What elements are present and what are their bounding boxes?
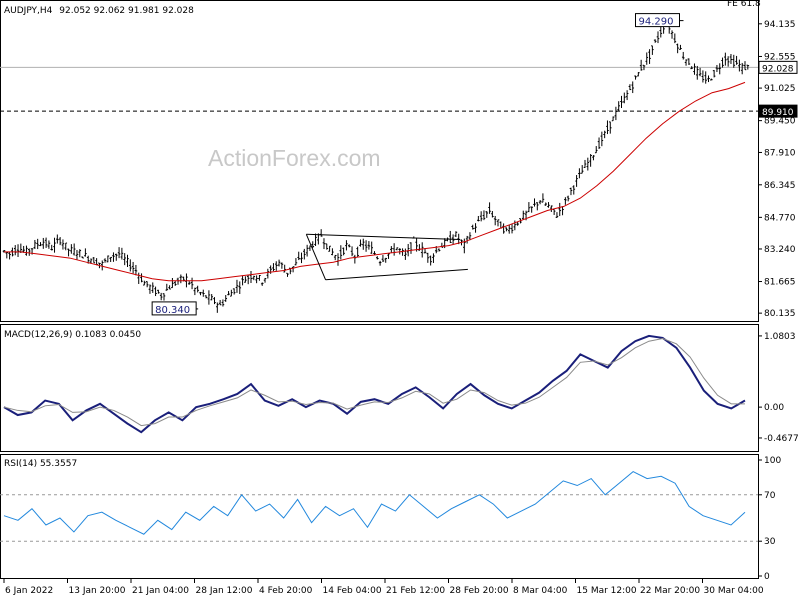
time-axis: 6 Jan 2022 13 Jan 20:00 21 Jan 04:00 28 Jan… <box>3 579 764 596</box>
macd-tick-label: 0.00 <box>764 403 784 413</box>
triangle-upper-line <box>306 233 460 240</box>
ma-line <box>4 81 746 282</box>
macd-label: MACD(12,26,9) 0.1083 0.0450 <box>4 330 141 340</box>
price-tick-label: 80.135 <box>764 309 796 319</box>
price-panel-label: AUDJPY,H4 92.052 92.062 91.981 92.028 <box>4 6 194 16</box>
watermark: ActionForex.com <box>208 145 381 171</box>
time-tick-label: 28 Jan 12:00 <box>196 586 253 596</box>
high-annotation: 94.290 <box>638 17 673 28</box>
triangle-lower-line <box>325 268 468 281</box>
rsi-tick-label: 30 <box>764 537 776 547</box>
rsi-lines <box>0 471 758 542</box>
time-tick-label: 13 Jan 20:00 <box>69 586 126 596</box>
rsi-line <box>3 471 746 535</box>
price-tick-label: 84.770 <box>764 213 796 223</box>
time-tick-label: 28 Feb 20:00 <box>450 586 509 596</box>
time-tick-label: 30 Mar 04:00 <box>704 586 764 596</box>
time-tick-label: 6 Jan 2022 <box>5 586 53 596</box>
price-tag-label: 89.910 <box>762 108 794 118</box>
moving-average <box>4 81 746 282</box>
rsi-panel <box>0 454 759 579</box>
price-tick-label: 83.240 <box>764 245 796 255</box>
low-annotation: 80.340 <box>155 305 190 316</box>
rsi-tick-label: 70 <box>764 491 776 501</box>
symbol-label: AUDJPY,H4 <box>4 6 53 16</box>
macd-axis-ticks: 1.0803 0.00 -0.4677 <box>758 332 799 444</box>
time-tick-label: 15 Mar 12:00 <box>577 586 637 596</box>
time-tick-label: 21 Jan 04:00 <box>132 586 189 596</box>
rsi-tick-label: 0 <box>764 572 770 582</box>
time-tick-label: 4 Feb 20:00 <box>259 586 313 596</box>
price-tick-label: 89.450 <box>764 117 796 127</box>
price-panel <box>0 0 759 322</box>
triangle-left-line <box>305 234 327 280</box>
price-tick-label: 94.135 <box>764 20 796 30</box>
price-tag-box <box>758 104 798 118</box>
rsi-axis-ticks: 100 70 30 0 <box>758 456 781 582</box>
corner-label: FE 61.8 <box>727 0 761 9</box>
triangle-pattern <box>305 233 468 281</box>
price-tick-label: 92.555 <box>764 52 796 62</box>
macd-tick-label: -0.4677 <box>764 434 799 444</box>
price-tick-label: 81.665 <box>764 278 796 288</box>
price-tick-label: 87.910 <box>764 148 796 158</box>
macd-signal-line <box>3 338 745 427</box>
time-tick-label: 14 Feb 04:00 <box>323 586 382 596</box>
time-tick-label: 8 Mar 04:00 <box>513 586 568 596</box>
price-tick-label: 86.345 <box>764 181 796 191</box>
macd-panel <box>0 324 759 452</box>
macd-line <box>3 334 746 434</box>
macd-lines <box>3 334 746 434</box>
price-lines: 92.028 89.910 <box>0 60 798 118</box>
ohlc-label: 92.052 92.062 91.981 92.028 <box>59 6 194 16</box>
price-annotations: 94.290 80.340 <box>151 13 684 316</box>
rsi-tick-label: 100 <box>764 456 781 466</box>
price-axis-ticks: 94.135 92.555 91.025 89.450 87.910 86.345 84.7… <box>758 20 796 319</box>
macd-tick-label: 1.0803 <box>764 332 796 342</box>
rsi-label: RSI(14) 55.3557 <box>4 459 77 469</box>
price-tag-label: 92.028 <box>762 64 794 74</box>
candles <box>2 16 750 313</box>
time-tick-label: 21 Feb 12:00 <box>386 586 445 596</box>
price-tag-box <box>758 60 798 74</box>
price-tick-label: 91.025 <box>764 84 796 94</box>
time-tick-label: 22 Mar 20:00 <box>640 586 700 596</box>
